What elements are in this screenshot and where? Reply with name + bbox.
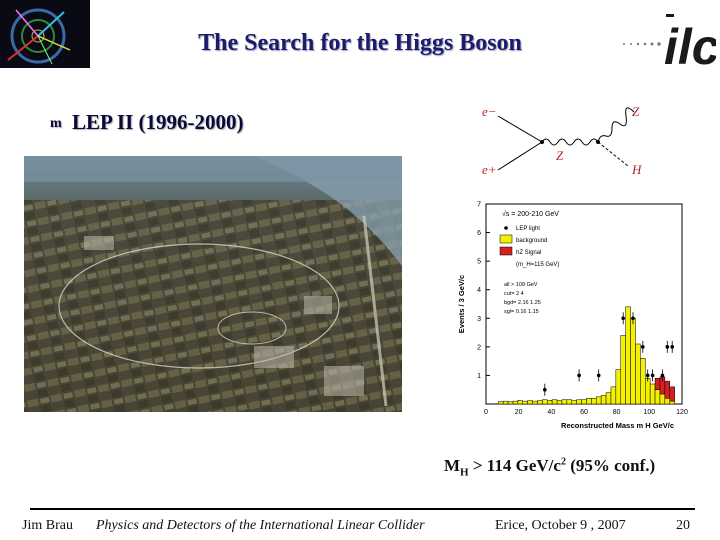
x-tick-label: 60 — [580, 409, 588, 416]
footer-author: Jim Brau — [22, 518, 73, 533]
x-tick-label: 100 — [643, 409, 655, 416]
background-bar — [600, 395, 607, 405]
background-bar — [605, 392, 612, 405]
background-bar — [517, 400, 523, 405]
y-tick-label: 2 — [477, 344, 481, 351]
footer-divider — [30, 508, 695, 510]
chart-annotation: all > 109 GeV — [504, 282, 538, 288]
plot-text: 0 20 40 60 80 100 120 1 2 3 4 5 6 7 √s = 200-210 GeV LE… — [457, 202, 688, 431]
chart-annotation: sgl= 0.16 1.15 — [504, 309, 539, 315]
mass-limit-text: MH > 114 GeV/c2 (95% conf.) — [444, 456, 655, 478]
background-bar — [620, 335, 626, 405]
background-bar — [537, 400, 543, 405]
aerial-photo — [24, 156, 402, 412]
mass-symbol: M — [444, 456, 461, 475]
background-bar — [512, 400, 519, 405]
background-bar — [640, 358, 646, 405]
background-bar — [532, 400, 538, 405]
background-bar — [551, 399, 558, 405]
mass-limit-value: > 114 GeV/c — [468, 456, 561, 475]
legend-swatch — [499, 246, 513, 256]
chart-title: √s = 200-210 GeV — [502, 210, 559, 218]
background-bar — [625, 306, 631, 405]
background-bar — [664, 398, 671, 405]
background-bar — [561, 399, 568, 405]
signal-bar — [669, 386, 675, 402]
footer-venue: Erice, October 9 , 2007 — [495, 518, 626, 533]
x-tick-label: 80 — [613, 409, 621, 416]
label-e-plus: e+ — [482, 162, 497, 177]
label-h-out: H — [631, 162, 642, 177]
bullet-item: m LEP II (1996-2000) — [50, 110, 244, 135]
footer-talk-title: Physics and Detectors of the Internation… — [96, 518, 425, 533]
signal-bar — [664, 380, 671, 399]
legend-swatch — [499, 234, 513, 244]
feynman-diagram: e− e+ Z Z H — [482, 104, 642, 177]
background-bar — [586, 398, 592, 405]
logo-text: ilc — [664, 19, 716, 68]
event-display-image — [0, 0, 90, 68]
background-bar — [576, 399, 582, 405]
label-z-mid: Z — [556, 148, 564, 163]
plot-bars — [498, 306, 675, 405]
mass-confidence: (95% conf.) — [565, 456, 656, 475]
chart-annotation: bgd= 2.16 1.25 — [504, 300, 541, 306]
background-bar — [556, 400, 563, 405]
background-bar — [591, 398, 597, 405]
legend-label: background — [516, 238, 547, 244]
background-bar — [542, 399, 548, 405]
background-bar — [498, 401, 504, 405]
x-tick-label: 120 — [676, 409, 688, 416]
mass-power: 2 — [560, 456, 566, 468]
legend-label: hZ Signal — [516, 250, 541, 256]
background-bar — [645, 378, 651, 405]
signal-bar — [654, 378, 661, 390]
background-bar — [669, 400, 675, 405]
x-axis-label: Reconstructed Mass m H GeV/c — [561, 421, 674, 430]
y-tick-label: 3 — [477, 316, 481, 323]
ilc-logo-graphic: ilc — [623, 14, 720, 75]
y-tick-label: 1 — [477, 373, 481, 380]
chart-annotation: cut= 2 4 — [504, 291, 524, 297]
legend-label: LEP light — [516, 226, 540, 232]
y-tick-label: 6 — [477, 230, 481, 237]
background-bar — [566, 399, 572, 405]
background-bar — [596, 396, 602, 405]
x-tick-label: 40 — [547, 409, 555, 416]
footer-page-number: 20 — [676, 518, 690, 533]
mass-subscript: H — [460, 466, 469, 479]
ilc-logo: ilc — [604, 6, 720, 75]
y-tick-label: 4 — [477, 287, 481, 294]
background-bar — [654, 389, 661, 405]
x-tick-label: 0 — [484, 409, 488, 416]
y-tick-label: 7 — [477, 202, 481, 209]
background-bar — [635, 343, 641, 405]
background-bar — [571, 400, 577, 405]
background-bar — [502, 400, 509, 405]
background-bar — [527, 400, 533, 405]
background-bar — [649, 383, 656, 405]
bullet-marker: m — [50, 116, 62, 132]
slide-title: The Search for the Higgs Boson — [198, 30, 522, 56]
background-bar — [581, 399, 587, 405]
background-bar — [507, 401, 514, 405]
background-bar — [659, 393, 666, 405]
legend-swatch-point — [504, 226, 508, 230]
background-bar — [630, 318, 636, 405]
plot-points — [543, 312, 674, 396]
bullet-text: LEP II (1996-2000) — [72, 110, 244, 134]
y-tick-label: 5 — [477, 259, 481, 266]
mass-histogram: 0 20 40 60 80 100 120 1 2 3 4 5 6 7 √s = 200-210 GeV LE… — [457, 202, 688, 431]
legend-label: (m_H=115 GeV) — [516, 262, 559, 268]
background-bar — [547, 400, 553, 405]
x-tick-label: 20 — [515, 409, 523, 416]
label-z-out: Z — [632, 104, 640, 119]
background-bar — [610, 386, 617, 405]
background-bar — [615, 369, 622, 405]
label-e-minus: e− — [482, 104, 497, 119]
background-bar — [522, 400, 528, 405]
y-axis-label: Events / 3 GeV/c — [457, 275, 466, 333]
